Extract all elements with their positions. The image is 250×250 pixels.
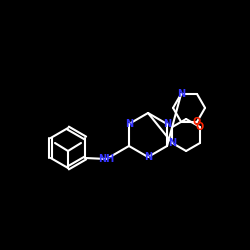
Text: O: O bbox=[196, 122, 204, 132]
Text: N: N bbox=[168, 138, 176, 148]
Text: N: N bbox=[177, 89, 185, 99]
Text: O: O bbox=[193, 117, 201, 127]
Text: NH: NH bbox=[98, 154, 114, 164]
Text: N: N bbox=[125, 119, 133, 129]
Text: N: N bbox=[163, 119, 171, 129]
Text: N: N bbox=[144, 152, 152, 162]
